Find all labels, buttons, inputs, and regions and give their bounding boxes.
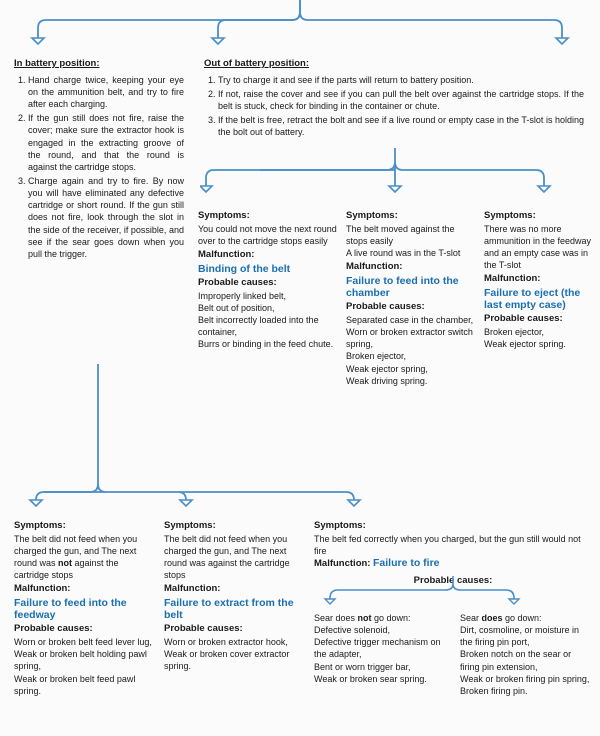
probable-causes-label: Probable causes: (484, 313, 592, 326)
causes-text: Improperly linked belt, Belt out of posi… (198, 290, 338, 351)
out-battery-heading: Out of battery position: (204, 58, 584, 71)
in-battery-heading: In battery position: (14, 58, 184, 71)
mid-block-c: Symptoms: There was no more ammunition i… (484, 208, 592, 350)
symptoms-label: Symptoms: (346, 210, 476, 223)
malfunction-label: Malfunction: (164, 583, 304, 596)
causes-text: Worn or broken belt feed lever lug, Weak… (14, 636, 154, 697)
symptoms-label: Symptoms: (484, 210, 592, 223)
mid-split-arrow (200, 148, 590, 204)
causes-text: Worn or broken extractor hook, Weak or b… (164, 636, 304, 672)
causes-text: Dirt, cosmoline, or moisture in the firi… (460, 624, 592, 697)
causes-text: Defective solenoid, Defective trigger me… (314, 624, 448, 685)
list-item: If the gun still does not fire, raise th… (28, 112, 184, 173)
list-item: Charge again and try to fire. By now you… (28, 175, 184, 260)
in-battery-list: Hand charge twice, keeping your eye on t… (14, 74, 184, 260)
symptoms-text: The belt moved against the stops easily … (346, 223, 476, 259)
symptoms-label: Symptoms: (314, 520, 592, 533)
probable-causes-label: Probable causes: (164, 623, 304, 636)
list-item: If not, raise the cover and see if you c… (218, 88, 584, 112)
sear-heading: Sear does not go down: (314, 612, 448, 624)
probable-causes-label: Probable causes: (314, 575, 592, 588)
mid-block-b: Symptoms: The belt moved against the sto… (346, 208, 476, 387)
probable-causes-label: Probable causes: (346, 301, 476, 314)
malfunction-text: Failure to eject (the last empty case) (484, 287, 592, 311)
top-split-arrow (30, 0, 570, 58)
symptoms-text: You could not move the next round over t… (198, 223, 338, 247)
causes-text: Broken ejector, Weak ejector spring. (484, 326, 592, 350)
malfunction-label: Malfunction: (14, 583, 154, 596)
malfunction-label: Malfunction: (198, 249, 338, 262)
mid-block-a: Symptoms: You could not move the next ro… (198, 208, 338, 350)
malfunction-label: Malfunction: (346, 261, 476, 274)
symptoms-text: The belt did not feed when you charged t… (14, 533, 154, 582)
probable-causes-label: Probable causes: (14, 623, 154, 636)
symptoms-label: Symptoms: (164, 520, 304, 533)
bottom-split-arrow (14, 364, 574, 514)
causes-text: Separated case in the chamber, Worn or b… (346, 314, 476, 387)
list-item: If the belt is free, retract the bolt an… (218, 114, 584, 138)
list-item: Hand charge twice, keeping your eye on t… (28, 74, 184, 110)
symptoms-label: Symptoms: (198, 210, 338, 223)
symptoms-text: There was no more ammunition in the feed… (484, 223, 592, 272)
malfunction-row: Malfunction: Failure to fire (314, 557, 592, 571)
malfunction-label: Malfunction: (484, 273, 592, 286)
sub-block-right: Sear does go down: Dirt, cosmoline, or m… (460, 612, 592, 697)
in-battery-block: In battery position: Hand charge twice, … (14, 58, 184, 262)
list-item: Try to charge it and see if the parts wi… (218, 74, 584, 86)
bot-block-c: Symptoms: The belt fed correctly when yo… (314, 518, 592, 588)
symptoms-label: Symptoms: (14, 520, 154, 533)
symptoms-text: The belt fed correctly when you charged,… (314, 533, 592, 557)
symptoms-text: The belt did not feed when you charged t… (164, 533, 304, 582)
probable-causes-label: Probable causes: (198, 277, 338, 290)
bot-block-b: Symptoms: The belt did not feed when you… (164, 518, 304, 673)
out-battery-list: Try to charge it and see if the parts wi… (204, 74, 584, 139)
sub-block-left: Sear does not go down: Defective solenoi… (314, 612, 448, 685)
malfunction-text: Binding of the belt (198, 263, 338, 275)
malfunction-text: Failure to feed into the chamber (346, 275, 476, 299)
bot-block-a: Symptoms: The belt did not feed when you… (14, 518, 154, 697)
out-battery-block: Out of battery position: Try to charge i… (204, 58, 584, 141)
malfunction-text: Failure to extract from the belt (164, 597, 304, 621)
malfunction-text: Failure to feed into the feedway (14, 597, 154, 621)
sear-heading: Sear does go down: (460, 612, 592, 624)
